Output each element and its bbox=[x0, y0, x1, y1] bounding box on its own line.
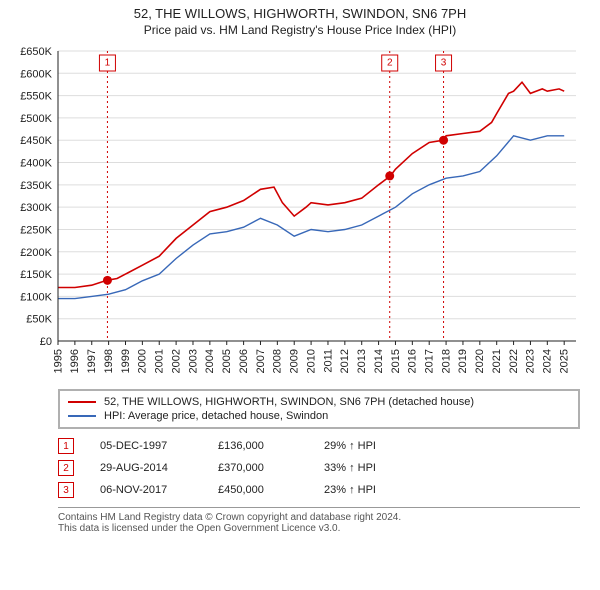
legend-item: 52, THE WILLOWS, HIGHWORTH, SWINDON, SN6… bbox=[68, 395, 570, 409]
legend-swatch bbox=[68, 415, 96, 417]
legend-swatch bbox=[68, 401, 96, 403]
svg-text:£100K: £100K bbox=[20, 291, 52, 303]
svg-text:2017: 2017 bbox=[424, 349, 436, 373]
sale-price: £370,000 bbox=[218, 462, 298, 474]
svg-text:2019: 2019 bbox=[457, 349, 469, 373]
svg-text:1995: 1995 bbox=[52, 349, 64, 373]
sale-delta: 23% ↑ HPI bbox=[324, 484, 424, 496]
svg-text:2006: 2006 bbox=[238, 349, 250, 373]
svg-text:2024: 2024 bbox=[542, 349, 554, 373]
legend: 52, THE WILLOWS, HIGHWORTH, SWINDON, SN6… bbox=[58, 389, 580, 429]
svg-text:2011: 2011 bbox=[322, 349, 334, 373]
sale-marker-badge: 2 bbox=[58, 460, 74, 476]
svg-text:£250K: £250K bbox=[20, 224, 52, 236]
svg-text:2005: 2005 bbox=[221, 349, 233, 373]
svg-text:1999: 1999 bbox=[120, 349, 132, 373]
svg-text:£500K: £500K bbox=[20, 113, 52, 125]
footer-line2: This data is licensed under the Open Gov… bbox=[58, 523, 580, 534]
svg-text:2: 2 bbox=[387, 58, 393, 69]
svg-text:2015: 2015 bbox=[390, 349, 402, 373]
svg-text:£450K: £450K bbox=[20, 135, 52, 147]
svg-text:2016: 2016 bbox=[407, 349, 419, 373]
sale-delta: 33% ↑ HPI bbox=[324, 462, 424, 474]
chart-title-line1: 52, THE WILLOWS, HIGHWORTH, SWINDON, SN6… bbox=[0, 0, 600, 21]
svg-text:2004: 2004 bbox=[204, 349, 216, 373]
sale-date: 29-AUG-2014 bbox=[100, 462, 192, 474]
svg-text:£600K: £600K bbox=[20, 68, 52, 80]
chart-title-line2: Price paid vs. HM Land Registry's House … bbox=[0, 21, 600, 43]
footer-line1: Contains HM Land Registry data © Crown c… bbox=[58, 512, 580, 523]
sale-date: 06-NOV-2017 bbox=[100, 484, 192, 496]
legend-label: 52, THE WILLOWS, HIGHWORTH, SWINDON, SN6… bbox=[104, 396, 474, 408]
svg-text:£400K: £400K bbox=[20, 158, 52, 170]
sale-price: £136,000 bbox=[218, 440, 298, 452]
svg-text:£150K: £150K bbox=[20, 269, 52, 281]
svg-text:1997: 1997 bbox=[86, 349, 98, 373]
svg-text:2010: 2010 bbox=[305, 349, 317, 373]
sale-price: £450,000 bbox=[218, 484, 298, 496]
svg-text:1: 1 bbox=[105, 58, 111, 69]
svg-text:1998: 1998 bbox=[103, 349, 115, 373]
svg-text:£0: £0 bbox=[40, 336, 52, 348]
svg-text:2001: 2001 bbox=[154, 349, 166, 373]
svg-text:2014: 2014 bbox=[373, 349, 385, 373]
line-chart-svg: £0 £50K £100K £150K £200K £250K £300K £350K £400… bbox=[10, 43, 590, 383]
svg-text:£350K: £350K bbox=[20, 180, 52, 192]
svg-text:2023: 2023 bbox=[525, 349, 537, 373]
svg-text:£50K: £50K bbox=[26, 314, 52, 326]
sale-marker-badge: 1 bbox=[58, 438, 74, 454]
svg-text:2008: 2008 bbox=[272, 349, 284, 373]
sale-marker-badge: 3 bbox=[58, 482, 74, 498]
svg-text:£650K: £650K bbox=[20, 46, 52, 58]
legend-item: HPI: Average price, detached house, Swin… bbox=[68, 409, 570, 423]
sale-row: 3 06-NOV-2017 £450,000 23% ↑ HPI bbox=[58, 479, 580, 501]
legend-label: HPI: Average price, detached house, Swin… bbox=[104, 410, 328, 422]
svg-text:2025: 2025 bbox=[558, 349, 570, 373]
svg-text:2012: 2012 bbox=[339, 349, 351, 373]
svg-text:2007: 2007 bbox=[255, 349, 267, 373]
svg-text:2022: 2022 bbox=[508, 349, 520, 373]
svg-text:£300K: £300K bbox=[20, 202, 52, 214]
chart-area: £0 £50K £100K £150K £200K £250K £300K £350K £400… bbox=[10, 43, 590, 383]
sale-row: 2 29-AUG-2014 £370,000 33% ↑ HPI bbox=[58, 457, 580, 479]
svg-text:2009: 2009 bbox=[289, 349, 301, 373]
svg-text:2002: 2002 bbox=[170, 349, 182, 373]
sales-table: 1 05-DEC-1997 £136,000 29% ↑ HPI 2 29-AUG-201… bbox=[58, 435, 580, 501]
svg-text:£550K: £550K bbox=[20, 91, 52, 103]
svg-text:2013: 2013 bbox=[356, 349, 368, 373]
svg-text:3: 3 bbox=[441, 58, 447, 69]
svg-text:2003: 2003 bbox=[187, 349, 199, 373]
sale-row: 1 05-DEC-1997 £136,000 29% ↑ HPI bbox=[58, 435, 580, 457]
sale-date: 05-DEC-1997 bbox=[100, 440, 192, 452]
svg-text:1996: 1996 bbox=[69, 349, 81, 373]
sale-delta: 29% ↑ HPI bbox=[324, 440, 424, 452]
svg-text:2021: 2021 bbox=[491, 349, 503, 373]
svg-text:£200K: £200K bbox=[20, 247, 52, 259]
attribution-footer: Contains HM Land Registry data © Crown c… bbox=[58, 507, 580, 534]
svg-text:2000: 2000 bbox=[137, 349, 149, 373]
svg-text:2018: 2018 bbox=[440, 349, 452, 373]
svg-text:2020: 2020 bbox=[474, 349, 486, 373]
